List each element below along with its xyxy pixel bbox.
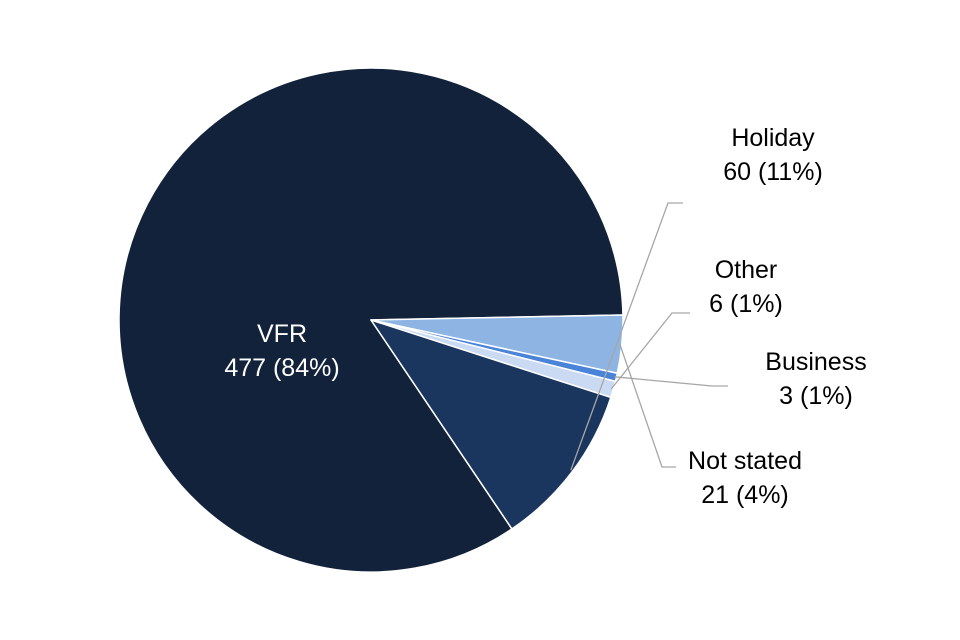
value-label-holiday: 60 (11%) xyxy=(723,158,823,186)
category-label-business: Business xyxy=(765,348,866,376)
value-label-other: 6 (1%) xyxy=(709,290,783,318)
data-label-business: Business 3 (1%) xyxy=(765,348,866,410)
data-label-other: Other 6 (1%) xyxy=(709,256,783,318)
value-label-vfr: 477 (84%) xyxy=(224,354,339,382)
value-label-business: 3 (1%) xyxy=(779,382,853,410)
leader-lines xyxy=(570,202,728,471)
leader-line-holiday xyxy=(570,202,683,471)
leader-line-other xyxy=(610,312,690,390)
data-label-holiday: Holiday 60 (11%) xyxy=(723,124,823,186)
category-label-vfr: VFR xyxy=(257,320,307,348)
pie-slices xyxy=(118,67,624,573)
leader-line-business xyxy=(614,376,728,387)
leader-line-not-stated xyxy=(619,343,676,468)
category-label-holiday: Holiday xyxy=(731,124,815,152)
pie-slice-holiday xyxy=(370,319,612,530)
value-label-not-stated: 21 (4%) xyxy=(701,481,789,509)
category-label-other: Other xyxy=(715,256,778,284)
data-label-vfr: VFR 477 (84%) xyxy=(224,320,339,382)
data-label-not-stated: Not stated 21 (4%) xyxy=(688,447,802,509)
category-label-not-stated: Not stated xyxy=(688,447,802,475)
